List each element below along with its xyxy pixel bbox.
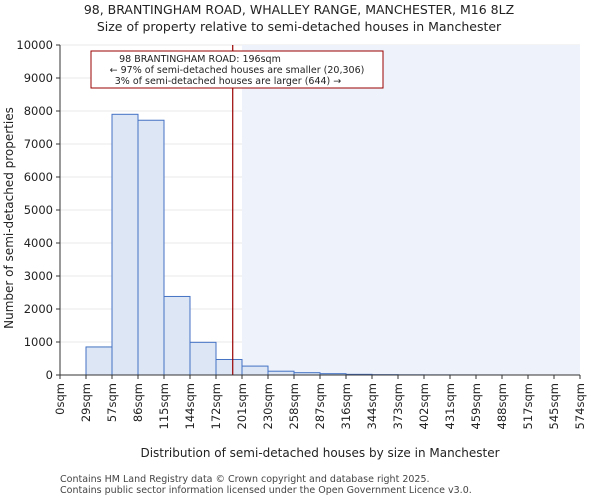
x-tick-label-459sqm: 459sqm: [469, 383, 483, 429]
x-tick-label-344sqm: 344sqm: [365, 383, 379, 429]
x-tick-label-431sqm: 431sqm: [443, 383, 457, 429]
y-tick-label-5: 5000: [24, 203, 53, 217]
annotation-line-2: ← 97% of semi-detached houses are smalle…: [110, 65, 365, 76]
chart-area: 98, BRANTINGHAM ROAD, WHALLEY RANGE, MAN…: [2, 2, 587, 460]
footer-line-2: Contains public sector information licen…: [60, 485, 472, 496]
bar-172sqm: [215, 358, 243, 376]
bar-144sqm: [189, 341, 217, 376]
y-tick-label-8: 8000: [24, 104, 53, 118]
bar-57sqm: [111, 113, 139, 376]
annotation-line-1: 98 BRANTINGHAM ROAD: 196sqm: [119, 54, 281, 65]
y-tick-label-6: 6000: [24, 170, 53, 184]
chart-title: 98, BRANTINGHAM ROAD, WHALLEY RANGE, MAN…: [84, 2, 514, 17]
x-tick-label-172sqm: 172sqm: [209, 383, 223, 429]
y-tick-label-9: 9000: [24, 71, 53, 85]
x-tick-label-115sqm: 115sqm: [157, 383, 171, 429]
x-tick-label-144sqm: 144sqm: [183, 383, 197, 429]
x-tick-label-57sqm: 57sqm: [105, 383, 119, 422]
x-tick-label-201sqm: 201sqm: [235, 383, 249, 429]
y-tick-label-1: 1000: [24, 335, 53, 349]
x-tick-label-488sqm: 488sqm: [495, 383, 509, 429]
x-tick-label-402sqm: 402sqm: [417, 383, 431, 429]
chart-subtitle: Size of property relative to semi-detach…: [97, 19, 502, 34]
x-tick-label-545sqm: 545sqm: [547, 383, 561, 429]
x-tick-label-86sqm: 86sqm: [131, 383, 145, 422]
annotation-line-3: 3% of semi-detached houses are larger (6…: [115, 76, 342, 87]
y-axis-label: Number of semi-detached properties: [2, 107, 16, 329]
y-tick-label-10: 10000: [16, 38, 53, 52]
y-tick-label-2: 2000: [24, 302, 53, 316]
bar-230sqm: [267, 370, 295, 376]
bar-29sqm: [85, 346, 113, 376]
x-tick-label-29sqm: 29sqm: [79, 383, 93, 422]
bar-201sqm: [241, 365, 269, 376]
x-tick-labels: 0sqm 29sqm 57sqm 86sqm 115sqm 144sqm 172sqm 201…: [53, 375, 587, 429]
x-tick-label-287sqm: 287sqm: [313, 383, 327, 429]
y-tick-label-7: 7000: [24, 137, 53, 151]
x-tick-label-316sqm: 316sqm: [339, 383, 353, 429]
y-tick-labels: 0 1000 2000 3000 4000 5000 6000 7000 8000 9000 100…: [16, 38, 60, 382]
x-tick-label-0sqm: 0sqm: [53, 383, 67, 415]
y-tick-label-4: 4000: [24, 236, 53, 250]
y-tick-label-3: 3000: [24, 269, 53, 283]
bars: [85, 113, 503, 376]
annotation-box: 98 BRANTINGHAM ROAD: 196sqm ← 97% of sem…: [90, 50, 384, 89]
x-tick-label-373sqm: 373sqm: [391, 383, 405, 429]
x-tick-label-230sqm: 230sqm: [261, 383, 275, 429]
annotation-border: [90, 50, 384, 89]
x-tick-label-574sqm: 574sqm: [573, 383, 587, 429]
x-tick-label-517sqm: 517sqm: [521, 383, 535, 429]
y-tick-label-0: 0: [46, 368, 53, 382]
footer-line-1: Contains HM Land Registry data © Crown c…: [60, 474, 430, 485]
x-tick-label-258sqm: 258sqm: [287, 383, 301, 429]
x-axis-label: Distribution of semi-detached houses by …: [140, 446, 499, 460]
larger-properties-highlight: [242, 45, 580, 375]
bar-86sqm: [137, 119, 165, 376]
bar-115sqm: [163, 295, 191, 376]
